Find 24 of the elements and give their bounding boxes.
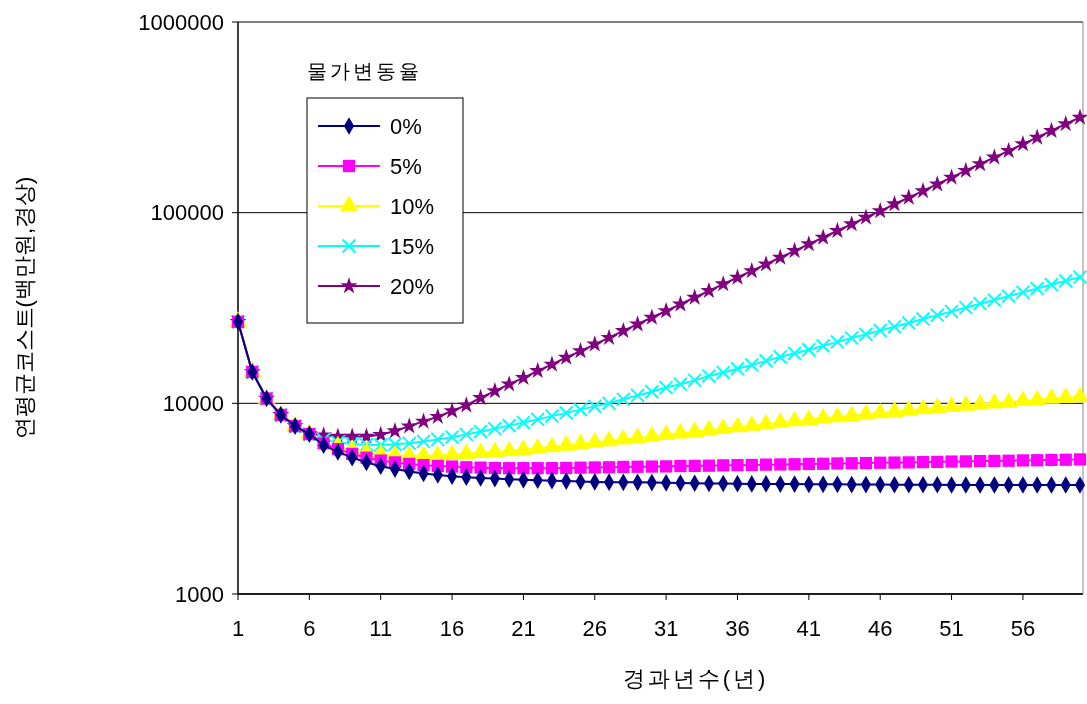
y-tick-label: 100000 xyxy=(150,200,224,226)
legend-label: 20% xyxy=(390,273,435,299)
y-axis-title: 연평균코스트(백만원,경상) xyxy=(12,176,37,440)
y-tick-label: 1000 xyxy=(175,581,224,607)
x-tick-label: 36 xyxy=(725,616,750,641)
legend-title: 물가변동율 xyxy=(307,60,422,82)
legend-label: 5% xyxy=(390,153,422,179)
x-tick-label: 26 xyxy=(582,616,608,641)
x-tick-label: 11 xyxy=(369,616,393,641)
x-tick-label: 41 xyxy=(796,616,822,641)
legend-label: 0% xyxy=(390,113,422,139)
y-tick-label: 10000 xyxy=(162,391,224,417)
y-tick-label: 1000000 xyxy=(138,9,224,35)
x-tick-label: 21 xyxy=(511,616,536,641)
x-axis-title: 경과년수(년) xyxy=(622,666,769,691)
x-tick-label: 46 xyxy=(867,616,893,641)
x-tick-label: 51 xyxy=(939,616,964,641)
x-tick-label: 1 xyxy=(231,616,245,641)
x-tick-label: 56 xyxy=(1010,616,1036,641)
x-tick-label: 6 xyxy=(303,616,316,641)
x-tick-label: 31 xyxy=(653,616,679,641)
legend-label: 15% xyxy=(390,233,435,259)
x-tick-label: 16 xyxy=(439,616,465,641)
legend-label: 10% xyxy=(390,193,435,219)
